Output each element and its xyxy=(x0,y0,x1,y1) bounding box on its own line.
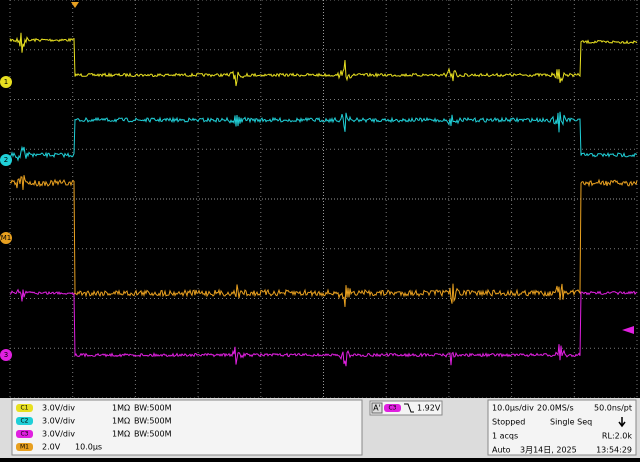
channel-scale: 3.0V/div xyxy=(42,430,75,439)
waveform xyxy=(9,111,637,162)
trigger-level: 1.92V xyxy=(417,404,441,413)
channel-badge xyxy=(16,404,33,412)
channel-coupling: 1MΩ xyxy=(112,430,130,439)
trigger-position-marker xyxy=(71,2,79,8)
channel-badge xyxy=(16,417,33,425)
sample-rate: 20.0MS/s xyxy=(537,404,574,413)
marker-label: 1 xyxy=(4,78,8,86)
waveform xyxy=(9,32,638,87)
resolution: 50.0ns/pt xyxy=(594,404,632,413)
channel-bandwidth: BW:500M xyxy=(134,404,172,413)
channel-scale: 3.0V/div xyxy=(42,404,75,413)
channel-name: C3 xyxy=(20,431,28,438)
clock: 13:54:29 xyxy=(596,446,632,455)
marker-badge xyxy=(0,154,12,166)
channel-rows: C1 3.0V/div 1MΩ BW:500M C2 3.0V/div 1MΩ BW:500M… xyxy=(16,404,172,452)
waveform xyxy=(9,175,638,307)
marker-label: 3 xyxy=(4,351,8,359)
channel-name: C2 xyxy=(20,418,28,425)
record-length: RL:2.0k xyxy=(602,432,632,441)
timebase-scale: 10.0µs/div xyxy=(492,404,534,413)
math-badge xyxy=(16,443,33,451)
single-arrow-icon xyxy=(618,417,626,428)
waveform xyxy=(9,288,638,367)
trigger-label-box xyxy=(371,402,383,414)
acq-state: Stopped xyxy=(492,418,525,427)
trigger-mode: Auto xyxy=(492,446,511,455)
channel-name: C1 xyxy=(20,405,28,412)
trigger-source: C3 xyxy=(388,405,396,412)
channel-bandwidth: BW:500M xyxy=(134,430,172,439)
falling-edge-icon xyxy=(404,403,414,413)
marker-label: M1 xyxy=(1,234,12,242)
acq-mode: Single Seq xyxy=(550,418,592,427)
channel-coupling: 1MΩ xyxy=(112,417,130,426)
channel-scale: 3.0V/div xyxy=(42,417,75,426)
trigger-source-badge xyxy=(384,404,401,412)
date: 3月14日, 2025 xyxy=(520,446,577,455)
trigger-level-marker xyxy=(622,326,634,334)
marker-badge xyxy=(0,76,12,88)
math-scale: 2.0V xyxy=(42,443,61,452)
marker-label: 2 xyxy=(4,156,8,164)
trigger-label: A' xyxy=(373,404,381,413)
marker-badge xyxy=(0,232,12,244)
channel-badge xyxy=(16,430,33,438)
channel-bandwidth: BW:500M xyxy=(134,417,172,426)
channel-box xyxy=(11,399,363,456)
channel-markers: 1 2 M1 3 xyxy=(0,76,12,361)
channel-coupling: 1MΩ xyxy=(112,404,130,413)
waveforms xyxy=(9,32,638,367)
math-name: M1 xyxy=(20,444,29,451)
marker-badge xyxy=(0,349,12,361)
acquisitions: 1 acqs xyxy=(492,432,518,441)
math-time: 10.0µs xyxy=(75,443,102,452)
timebase-box xyxy=(487,399,637,456)
